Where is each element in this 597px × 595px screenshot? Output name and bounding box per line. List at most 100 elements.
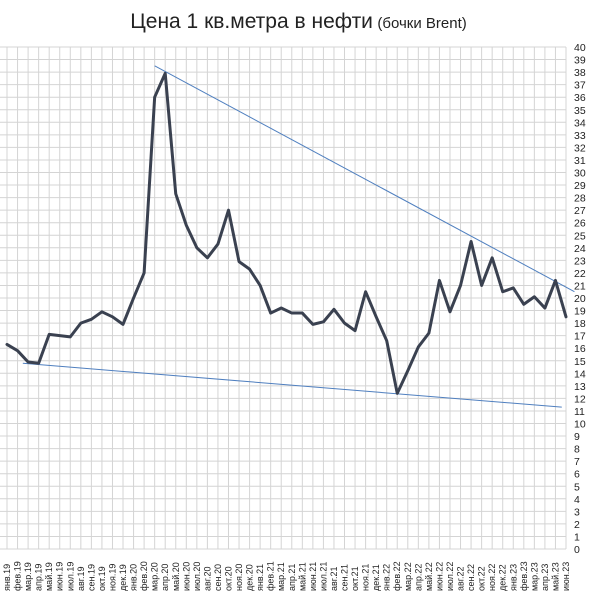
- chart-title: Цена 1 кв.метра в нефти (бочки Brent): [0, 10, 597, 34]
- series-layer: [5, 71, 568, 395]
- y-tick-label: 4: [574, 494, 580, 506]
- x-tick-label: апр.20: [160, 564, 170, 591]
- y-tick-label: 18: [574, 318, 586, 330]
- x-tick-label: июн.19: [55, 562, 65, 591]
- y-tick-label: 13: [574, 381, 586, 393]
- x-tick-label: окт.20: [223, 566, 233, 591]
- y-tick-label: 32: [574, 142, 586, 154]
- x-tick-label: июл.20: [192, 562, 202, 591]
- x-tick-label: май.20: [171, 562, 181, 591]
- y-tick-label: 11: [574, 406, 585, 418]
- x-tick-label: дек.20: [245, 564, 255, 591]
- x-tick-label: май.19: [44, 562, 54, 591]
- x-tick-label: апр.22: [413, 564, 423, 591]
- x-tick-label: фев.22: [392, 561, 402, 591]
- x-tick-label: янв.21: [255, 564, 265, 591]
- chart-subtitle: (бочки Brent): [377, 15, 467, 32]
- x-tick-label: фев.20: [139, 561, 149, 591]
- y-tick-label: 30: [574, 168, 586, 180]
- x-tick-label: ноя.22: [487, 564, 497, 591]
- y-tick-label: 27: [574, 205, 586, 217]
- x-tick-label: июн.21: [308, 562, 318, 591]
- y-tick-label: 28: [574, 193, 586, 205]
- x-tick-label: сен.21: [340, 564, 350, 591]
- x-tick-label: мар.19: [23, 562, 33, 591]
- x-tick-label: авг.20: [202, 567, 212, 591]
- y-tick-label: 37: [574, 80, 586, 92]
- x-tick-label: май.21: [297, 562, 307, 591]
- y-tick-label: 3: [574, 506, 580, 518]
- y-tick-label: 25: [574, 230, 586, 242]
- x-tick-label: окт.19: [97, 566, 107, 591]
- y-tick-label: 2: [574, 519, 580, 531]
- x-tick-label: янв.23: [508, 564, 518, 591]
- y-tick-label: 1: [574, 531, 580, 543]
- grid-layer: [0, 46, 567, 550]
- x-tick-label: янв.20: [129, 564, 139, 591]
- x-tick-label: сен.19: [86, 564, 96, 591]
- x-tick-label: июн.20: [181, 562, 191, 591]
- y-tick-label: 10: [574, 419, 586, 431]
- y-tick-label: 17: [574, 331, 586, 343]
- y-tick-label: 29: [574, 180, 586, 192]
- y-tick-label: 14: [574, 368, 586, 380]
- x-tick-label: ноя.19: [107, 564, 117, 591]
- trendlines-layer: [22, 65, 575, 408]
- x-tick-label: апр.21: [287, 564, 297, 591]
- y-tick-label: 7: [574, 456, 580, 468]
- x-tick-label: сен.22: [466, 564, 476, 591]
- x-axis-tick-labels: янв.19 фев.19 мар.19 апр.19 май.19 июн.19 июл.…: [2, 561, 571, 591]
- y-axis-tick-labels: 0123456789101112131415161718192021222324…: [574, 42, 586, 556]
- y-tick-label: 24: [574, 243, 586, 255]
- x-tick-label: авг.22: [456, 567, 466, 591]
- y-tick-label: 22: [574, 268, 586, 280]
- x-tick-label: июн.23: [561, 562, 571, 591]
- x-tick-label: янв.19: [2, 564, 12, 591]
- x-tick-label: дек.21: [371, 564, 381, 591]
- x-tick-label: мар.20: [150, 562, 160, 591]
- y-tick-label: 8: [574, 444, 580, 456]
- x-tick-label: мар.23: [529, 562, 539, 591]
- x-tick-label: мар.22: [403, 562, 413, 591]
- y-tick-label: 39: [574, 55, 586, 67]
- x-tick-label: фев.21: [266, 561, 276, 591]
- y-tick-label: 40: [574, 42, 586, 54]
- x-tick-label: ноя.20: [234, 564, 244, 591]
- y-tick-label: 38: [574, 67, 586, 79]
- y-tick-label: 34: [574, 117, 586, 129]
- x-tick-label: дек.19: [118, 564, 128, 591]
- x-tick-label: май.23: [550, 562, 560, 591]
- trendline: [22, 362, 562, 408]
- y-tick-label: 16: [574, 343, 586, 355]
- x-tick-label: май.22: [424, 562, 434, 591]
- chart-title-main: Цена 1 кв.метра в нефти: [130, 10, 373, 33]
- y-tick-label: 23: [574, 255, 586, 267]
- y-tick-label: 9: [574, 431, 580, 443]
- y-tick-label: 12: [574, 393, 586, 405]
- trendline: [154, 65, 575, 293]
- series-line: [5, 71, 568, 395]
- x-tick-label: янв.22: [382, 564, 392, 591]
- x-tick-label: дек.22: [498, 564, 508, 591]
- y-tick-label: 19: [574, 306, 586, 318]
- x-tick-label: июл.19: [65, 562, 75, 591]
- y-tick-label: 21: [574, 280, 586, 292]
- x-tick-label: авг.19: [76, 567, 86, 591]
- x-tick-label: фев.23: [519, 561, 529, 591]
- x-tick-label: окт.22: [477, 566, 487, 591]
- x-tick-label: авг.21: [329, 567, 339, 591]
- x-tick-label: ноя.21: [361, 564, 371, 591]
- x-tick-label: июл.21: [318, 562, 328, 591]
- x-tick-label: окт.21: [350, 566, 360, 591]
- y-tick-label: 5: [574, 481, 580, 493]
- x-tick-label: апр.19: [34, 564, 44, 591]
- x-tick-label: июл.22: [445, 562, 455, 591]
- x-tick-label: апр.23: [540, 564, 550, 591]
- y-tick-label: 36: [574, 92, 586, 104]
- y-tick-label: 15: [574, 356, 586, 368]
- x-tick-label: фев.19: [13, 561, 23, 591]
- y-tick-label: 20: [574, 293, 586, 305]
- y-tick-label: 0: [574, 544, 580, 556]
- y-tick-label: 35: [574, 105, 586, 117]
